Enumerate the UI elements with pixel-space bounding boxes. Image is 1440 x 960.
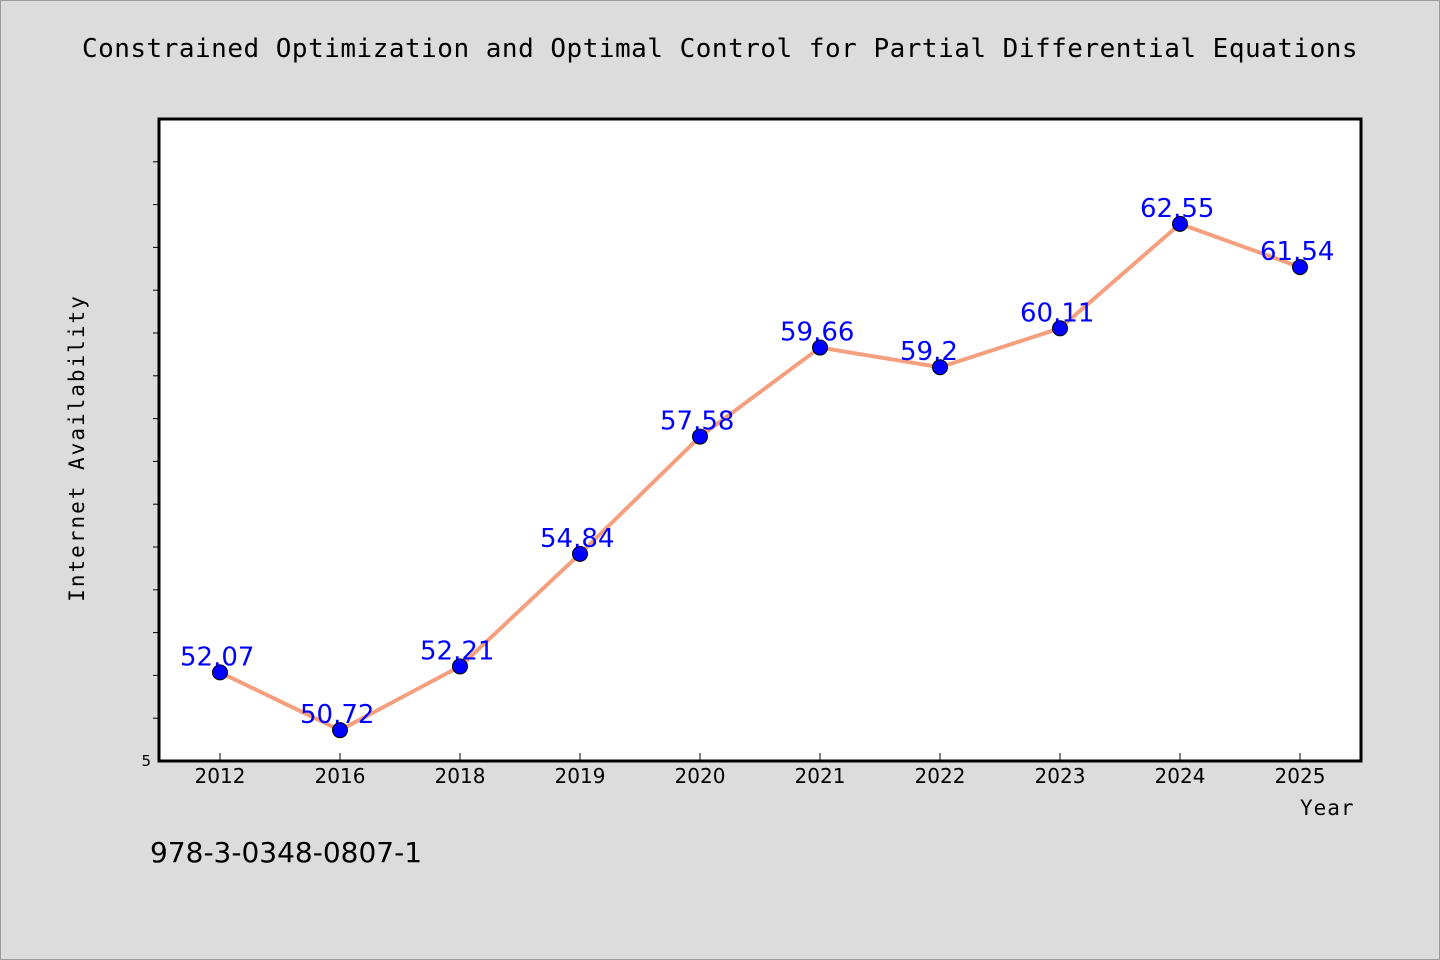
data-label: 62.55	[1140, 194, 1214, 224]
x-tick-label: 2021	[795, 764, 846, 788]
data-point	[1052, 320, 1068, 337]
data-label: 50.72	[300, 700, 374, 730]
x-tick-label: 2024	[1155, 764, 1206, 788]
data-point	[1172, 215, 1188, 232]
data-point	[332, 722, 348, 739]
data-label: 52.07	[180, 642, 254, 672]
y-axis-ticks: 5	[141, 161, 159, 770]
series-layer	[212, 215, 1308, 739]
data-point	[452, 658, 468, 675]
data-label: 52.21	[420, 636, 494, 666]
isbn-text: 978-3-0348-0807-1	[150, 836, 423, 869]
x-tick-label: 2016	[315, 764, 366, 788]
x-tick-label: 2018	[435, 764, 486, 788]
x-tick-label: 2023	[1035, 764, 1086, 788]
plot-area	[157, 117, 1363, 763]
y-axis-label: Internet Availability	[65, 294, 89, 602]
data-point	[212, 664, 228, 681]
data-label: 59.66	[780, 318, 854, 348]
x-tick-label: 2020	[675, 764, 726, 788]
data-label: 60.11	[1020, 298, 1094, 328]
data-point	[812, 339, 828, 356]
data-label: 54.84	[540, 524, 614, 554]
x-axis-label: Year	[1300, 796, 1355, 820]
x-tick-label: 2019	[555, 764, 606, 788]
data-point	[572, 545, 588, 562]
x-tick-label: 2012	[195, 764, 246, 788]
x-tick-label: 2025	[1275, 764, 1326, 788]
data-point	[692, 428, 708, 445]
x-tick-label: 2022	[915, 764, 966, 788]
y-tick-label: 5	[141, 752, 151, 770]
chart-title: Constrained Optimization and Optimal Con…	[81, 34, 1359, 64]
series-line	[218, 221, 1302, 733]
data-label-layer: 52.07 50.72 52.21 54.84 57.58 59.66 59.2 60.11 6…	[180, 194, 1334, 730]
x-axis-ticks: 2012 2016 2018 2019 2020 2021 2022 2023 2024 2025	[195, 753, 1326, 788]
data-point	[1292, 259, 1308, 276]
data-label: 59.2	[900, 337, 958, 367]
data-point	[932, 359, 948, 376]
data-label: 61.54	[1260, 237, 1334, 267]
data-label: 57.58	[660, 407, 734, 437]
